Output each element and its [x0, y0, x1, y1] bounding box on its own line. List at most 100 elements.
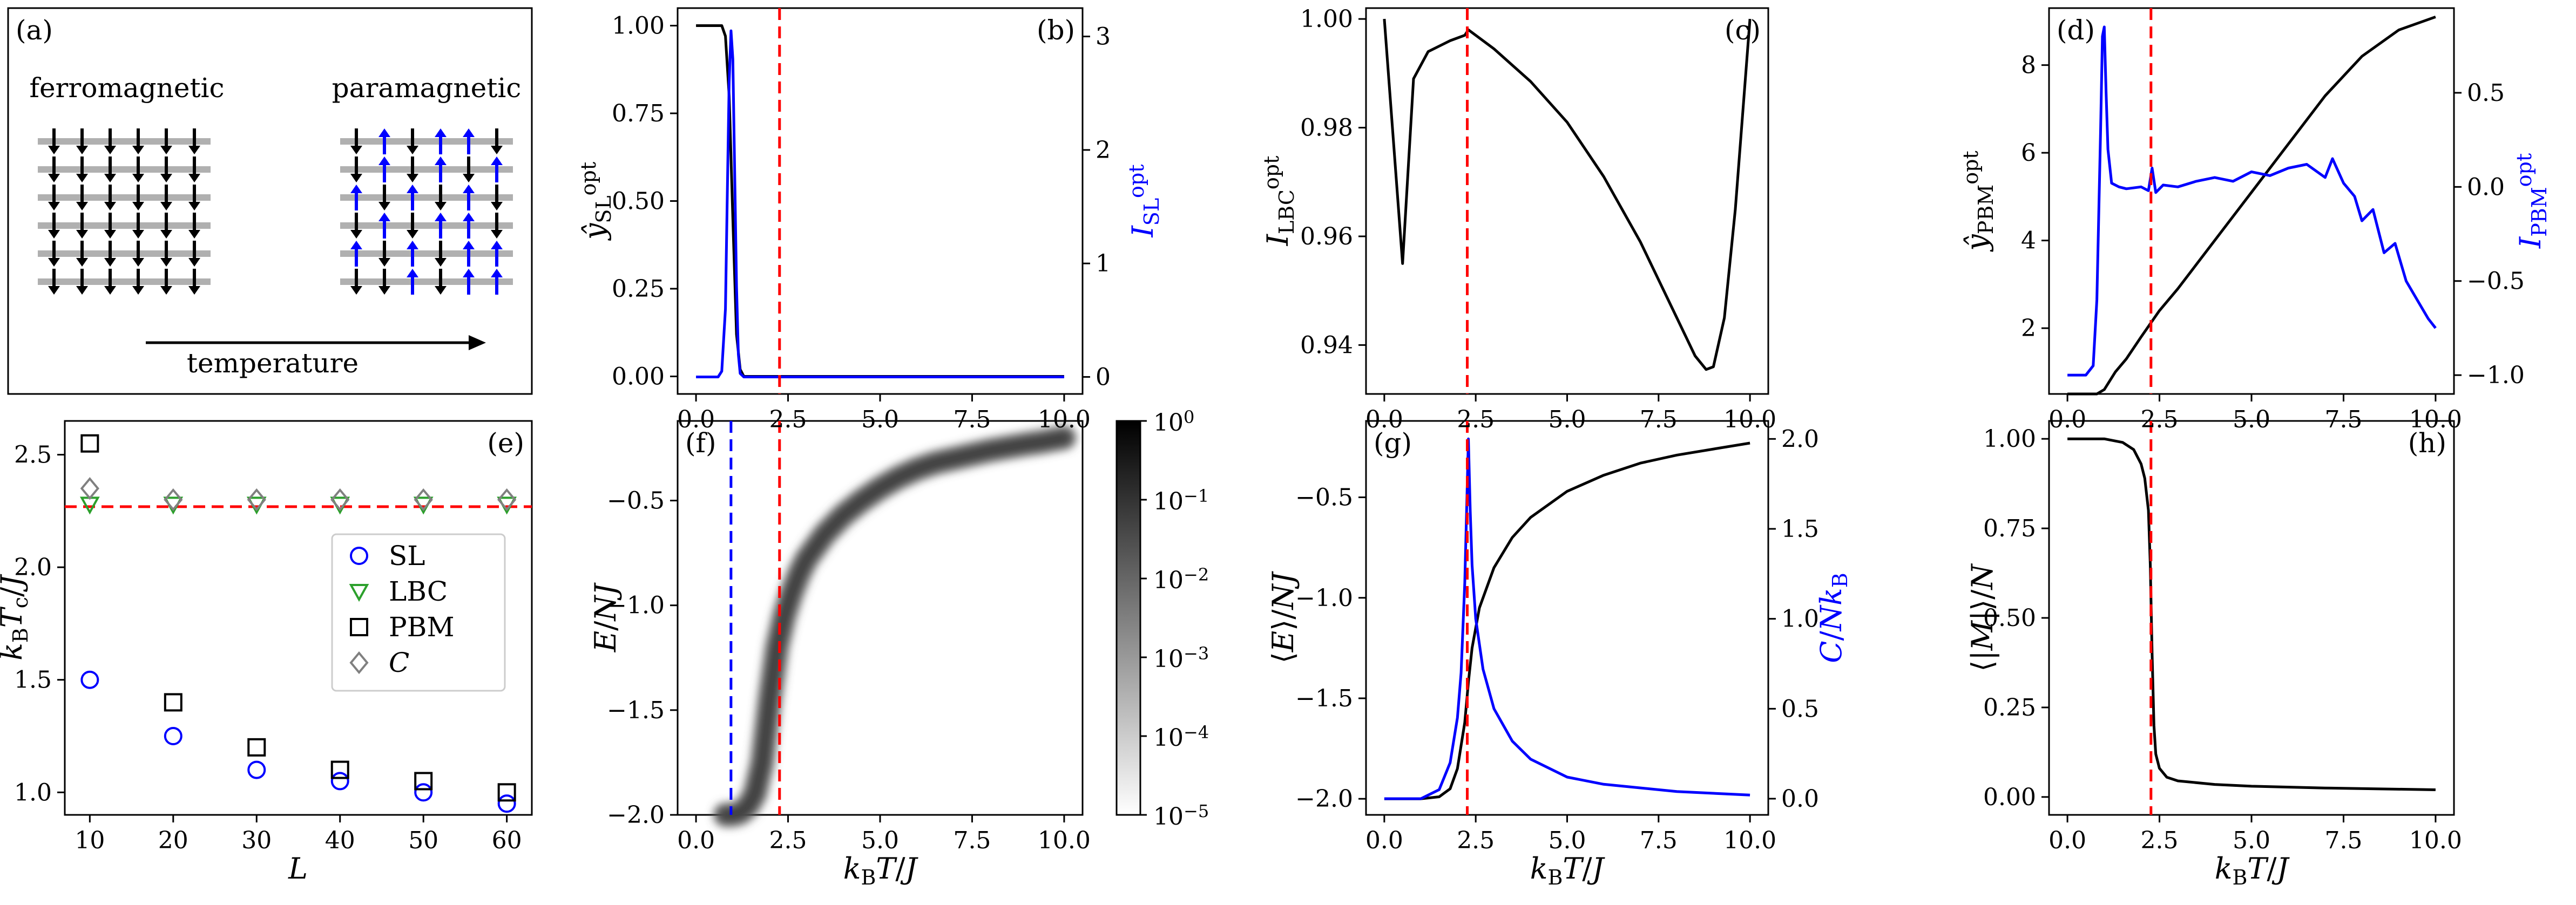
y2-tick-label: 0	[1096, 363, 1111, 391]
ferro-spin-down	[160, 156, 172, 182]
y-tick-label: 0.25	[612, 275, 665, 303]
lattice-bond	[340, 222, 513, 229]
para-spin-up	[407, 269, 418, 295]
marker-PBM	[414, 772, 433, 791]
ferro-spin-down	[48, 156, 60, 182]
marker-C	[330, 488, 350, 512]
para-spin-down	[407, 128, 418, 154]
series-I_SL_opt	[696, 29, 1064, 378]
legend-marker-LBC	[349, 584, 369, 602]
temperature-label: temperature	[187, 348, 359, 379]
x-tick-label: 7.5	[2324, 827, 2362, 854]
para-spin-down	[378, 185, 390, 210]
y-tick-label: 4	[2021, 227, 2036, 255]
legend-marker-SL	[350, 547, 368, 565]
panel-tag: (d)	[2057, 15, 2095, 46]
panel-h-ylabel: ⟨|M|⟩/N	[1965, 563, 1999, 672]
x-tick-label: 5.0	[1549, 406, 1586, 433]
y-tick-label: 2.0	[14, 554, 52, 581]
series-C	[1384, 437, 1750, 800]
ferro-spin-down	[104, 128, 116, 154]
y-tick-label: 0.00	[1983, 784, 2036, 811]
legend-label: C	[389, 647, 409, 678]
para-spin-down	[350, 213, 362, 239]
panel-d-ylabel: ŷPBMopt	[1959, 151, 1998, 251]
svg-text:kBT/J: kBT/J	[1530, 852, 1606, 889]
lattice-bond	[340, 194, 513, 201]
colorbar	[1115, 420, 1141, 816]
ferro-spin-down	[160, 241, 172, 267]
y-tick-label: 2	[2021, 315, 2036, 342]
panel-tag: (c)	[1725, 15, 1761, 46]
ferro-spin-down	[76, 241, 88, 267]
x-tick-label: 2.5	[2141, 827, 2179, 854]
svg-text:ŷSLopt: ŷSLopt	[577, 162, 616, 241]
marker-SL	[164, 727, 182, 745]
x-tick-label: 2.5	[769, 406, 807, 433]
ferromagnetic-label: ferromagnetic	[29, 72, 224, 104]
y-tick-label: 0.50	[612, 188, 665, 215]
panel-e-xlabel: L	[288, 852, 308, 886]
lattice-bond	[340, 166, 513, 173]
marker-C	[80, 477, 99, 500]
marker-C	[414, 488, 433, 512]
ferro-spin-down	[188, 241, 200, 267]
panel-tag: (f)	[685, 427, 716, 459]
x-tick-label: 7.5	[2324, 406, 2362, 433]
x-tick-label: 10.0	[1038, 827, 1091, 854]
y-tick-label: 0.96	[1300, 223, 1353, 250]
legend-marker-C	[349, 651, 369, 675]
svg-text:E/NJ: E/NJ	[589, 582, 623, 652]
series-M	[2067, 437, 2436, 791]
para-spin-down	[350, 128, 362, 154]
para-spin-down	[378, 241, 390, 267]
marker-PBM	[247, 738, 266, 757]
panel-b-ylabel: ŷSLopt	[577, 162, 616, 241]
x-tick-label: 10.0	[2409, 406, 2462, 433]
panel-tag: (e)	[487, 427, 524, 459]
y2-tick-label: 0.5	[1781, 695, 1819, 723]
ferro-spin-down	[188, 185, 200, 210]
y-tick-label: 0.50	[1983, 604, 2036, 632]
svg-text:ŷPBMopt: ŷPBMopt	[1959, 151, 1998, 251]
ferro-spin-down	[76, 185, 88, 210]
para-spin-down	[407, 213, 418, 239]
marker-LBC	[79, 496, 100, 515]
panel-tag: (b)	[1037, 15, 1075, 46]
para-spin-up	[378, 156, 390, 182]
panel-tag: (h)	[2408, 427, 2446, 459]
x-tick-label: 5.0	[861, 827, 899, 854]
x-tick-label: 5.0	[861, 406, 899, 433]
panel-e-ylabel: kBTc/J	[0, 574, 32, 661]
x-tick-label: 7.5	[953, 406, 991, 433]
para-spin-up	[435, 156, 447, 182]
x-tick-label: 20	[158, 827, 188, 854]
y-tick-label: −2.0	[1295, 785, 1353, 813]
legend-label: SL	[389, 540, 425, 571]
para-spin-down	[407, 156, 418, 182]
y2-tick-label: 1	[1096, 250, 1111, 277]
series-y_SL_opt	[696, 24, 1064, 378]
series-I_PBM_opt	[2067, 25, 2437, 377]
ferro-spin-down	[48, 241, 60, 267]
x-tick-label: 2.5	[1457, 827, 1495, 854]
lattice-bond	[340, 250, 513, 257]
para-spin-down	[491, 213, 503, 239]
para-spin-up	[463, 213, 475, 239]
x-tick-label: 0.0	[677, 406, 715, 433]
y-tick-label: 1.0	[14, 779, 52, 806]
y-tick-label: 0.25	[1983, 694, 2036, 722]
ferro-spin-down	[132, 128, 144, 154]
para-spin-up	[407, 241, 418, 267]
plot-content	[38, 8, 2437, 827]
x-tick-label: 2.5	[769, 827, 807, 854]
marker-C	[247, 488, 266, 512]
panel-c-frame	[1365, 7, 1769, 395]
x-tick-label: 50	[408, 827, 438, 854]
para-spin-down	[435, 269, 447, 295]
para-spin-down	[350, 269, 362, 295]
svg-text:kBTc/J: kBTc/J	[0, 574, 32, 661]
panel-d-frame	[2048, 7, 2455, 395]
axis-text: (a) ferromagnetic paramagnetic temperature 0…	[0, 5, 2551, 889]
ferro-spin-down	[188, 156, 200, 182]
